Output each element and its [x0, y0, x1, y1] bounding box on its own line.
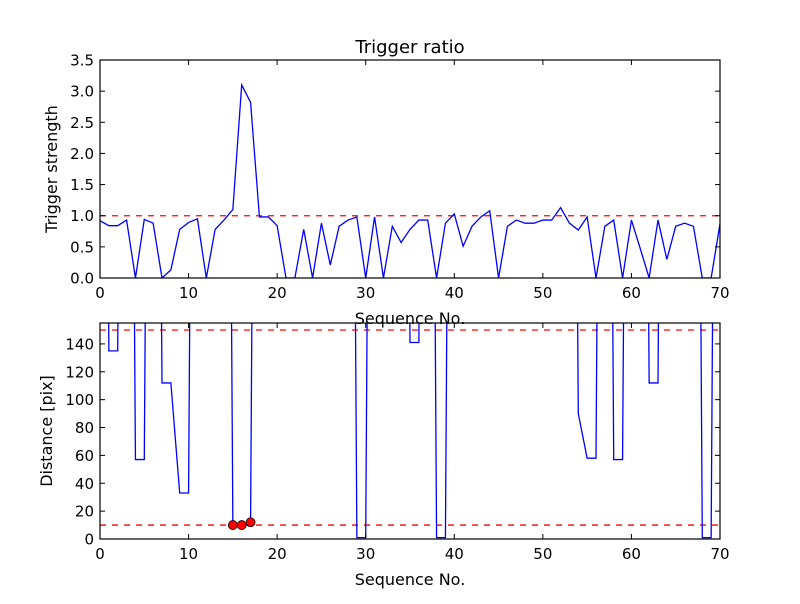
x-tick-label: 20: [268, 284, 287, 302]
x-tick-label: 70: [710, 545, 729, 563]
x-tick-label: 30: [356, 284, 375, 302]
axes-frame: [99, 59, 721, 279]
y-tick-label: 2.0: [70, 145, 94, 163]
highlight-point: [236, 520, 247, 530]
y-tick-label: 120: [65, 363, 94, 381]
y-tick-label: 3.5: [70, 52, 94, 70]
series-line: [100, 82, 720, 278]
x-tick-label: 60: [622, 284, 641, 302]
x-tick-label: 0: [95, 545, 105, 563]
x-tick-label: 30: [356, 545, 375, 563]
plot-area: [100, 82, 720, 278]
x-tick-label: 10: [179, 284, 198, 302]
y-tick-label: 0: [84, 531, 94, 549]
y-tick-label: 40: [75, 475, 94, 493]
y-tick-label: 80: [75, 419, 94, 437]
x-tick-label: 50: [533, 545, 552, 563]
y-tick-label: 1.5: [70, 176, 94, 194]
x-tick-label: 0: [95, 284, 105, 302]
x-tick-label: 70: [710, 284, 729, 302]
x-tick-label: 20: [268, 545, 287, 563]
trigger-ratio-plot: Trigger ratio Sequence No. Trigger stren…: [42, 37, 730, 328]
x-tick-label: 40: [445, 284, 464, 302]
y-tick-label: 0.0: [70, 270, 94, 288]
y-tick-label: 2.5: [70, 114, 94, 132]
x-axis-label: Sequence No.: [355, 570, 466, 589]
chart-title: Trigger ratio: [354, 37, 464, 58]
y-tick-label: 0.5: [70, 238, 94, 256]
highlight-point: [245, 517, 256, 528]
x-tick-label: 60: [622, 545, 641, 563]
y-tick-label: 140: [65, 335, 94, 353]
highlight-point: [227, 520, 238, 530]
distance-plot: Sequence No. Distance [pix] 0 10 20 30 40 50 6…: [37, 322, 730, 589]
y-tick-label: 60: [75, 447, 94, 465]
x-tick-label: 40: [445, 545, 464, 563]
y-tick-label: 100: [65, 391, 94, 409]
x-tick-label: 50: [533, 284, 552, 302]
plot-area: [100, 323, 720, 539]
axes-frame: [99, 322, 721, 540]
x-tick-label: 10: [179, 545, 198, 563]
y-tick-label: 20: [75, 503, 94, 521]
y-tick-label: 3.0: [70, 83, 94, 101]
series-line: [108, 323, 714, 539]
y-axis-label: Trigger strength: [42, 105, 61, 234]
y-axis-label: Distance [pix]: [37, 375, 56, 487]
y-tick-label: 1.0: [70, 207, 94, 225]
